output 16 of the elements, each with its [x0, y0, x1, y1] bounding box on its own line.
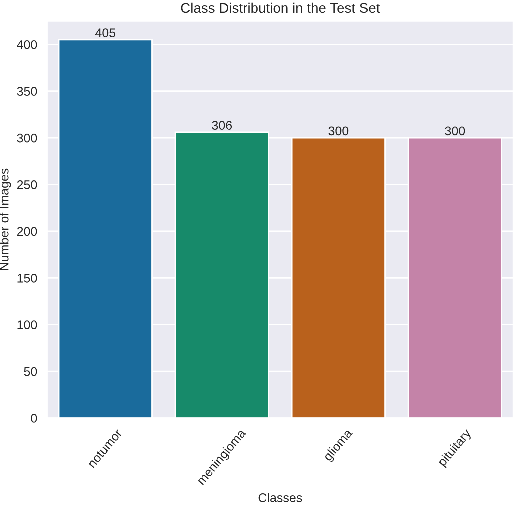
y-tick-label: 350 [17, 87, 38, 96]
data-label: 300 [445, 126, 466, 136]
data-label: 306 [212, 121, 232, 130]
data-label: 405 [96, 28, 116, 38]
y-tick-label: 200 [17, 227, 38, 236]
x-axis-title: Classes [258, 493, 302, 502]
y-tick-label: 400 [17, 40, 38, 50]
y-tick-label: 100 [18, 320, 38, 330]
y-tick-label: 250 [17, 180, 38, 190]
y-tick-label: 300 [17, 134, 38, 143]
y-tick-label: 0 [31, 414, 38, 423]
data-label: 300 [328, 126, 349, 136]
chart-title: Class Distribution in the Test Set [181, 2, 380, 14]
y-tick-label: 50 [24, 367, 38, 376]
y-tick-label: 150 [18, 274, 38, 283]
y-axis-title: Number of Images [0, 168, 12, 270]
